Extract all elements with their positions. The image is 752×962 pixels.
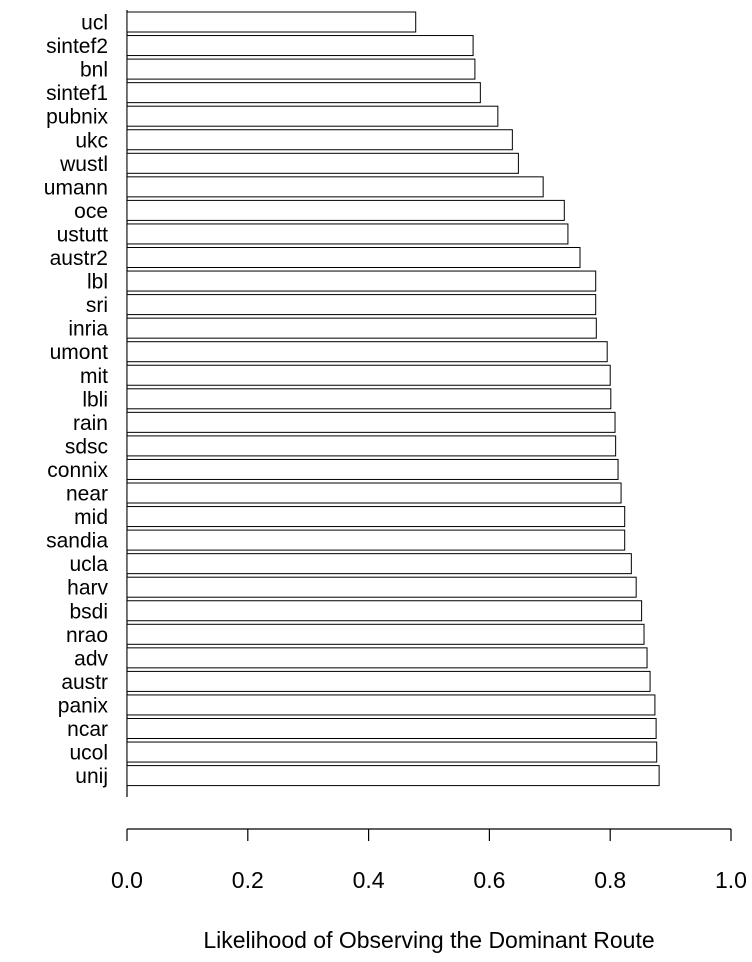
category-label: umann: [44, 176, 108, 199]
category-label: wustl: [59, 153, 108, 176]
bar: [127, 130, 512, 150]
category-label: ucol: [69, 742, 108, 765]
category-label: mid: [74, 506, 108, 529]
category-label: unij: [75, 765, 108, 788]
x-tick-label: 0.4: [353, 867, 385, 893]
bar: [127, 742, 657, 762]
category-label: inria: [68, 318, 108, 341]
bar: [127, 483, 621, 503]
category-label: umont: [50, 341, 109, 364]
category-label: ucla: [69, 553, 108, 576]
category-label: sdsc: [65, 435, 108, 458]
bar: [127, 365, 610, 385]
bar: [127, 459, 618, 479]
bar: [127, 83, 480, 103]
bar: [127, 766, 659, 786]
category-label: ncar: [67, 718, 108, 741]
x-tick-label: 0.8: [594, 867, 626, 893]
category-label: sandia: [46, 530, 108, 553]
x-ticks-group: 0.0 0.2 0.4 0.6 0.8 1.0: [111, 829, 747, 893]
bar: [127, 271, 596, 291]
x-tick-label: 1.0: [715, 867, 747, 893]
bar: [127, 177, 543, 197]
bar: [127, 577, 636, 597]
bar: [127, 624, 644, 644]
category-label: pubnix: [46, 106, 108, 129]
bar: [127, 318, 596, 338]
category-label: harv: [67, 577, 108, 600]
category-labels-group: uclsintef2bnlsintef1pubnixukcwustlumanno…: [44, 12, 109, 789]
bar: [127, 507, 625, 527]
category-label: connix: [47, 459, 108, 482]
bar: [127, 695, 655, 715]
bar: [127, 12, 416, 32]
x-axis-label: Likelihood of Observing the Dominant Rou…: [203, 927, 654, 953]
bar: [127, 200, 564, 220]
category-label: ukc: [75, 129, 108, 152]
bar: [127, 342, 607, 362]
category-label: austr: [61, 671, 108, 694]
bar: [127, 224, 568, 244]
bar: [127, 106, 498, 126]
bar: [127, 36, 473, 56]
bar: [127, 671, 650, 691]
bar: [127, 295, 596, 315]
category-label: sintef2: [46, 35, 108, 58]
x-tick-label: 0.0: [111, 867, 143, 893]
bar: [127, 59, 475, 79]
bar: [127, 412, 615, 432]
bar: [127, 248, 580, 268]
category-label: lbl: [87, 271, 108, 294]
category-label: ucl: [81, 12, 108, 35]
bar: [127, 153, 518, 173]
x-tick-label: 0.6: [473, 867, 505, 893]
bars-group: [127, 12, 659, 786]
category-label: oce: [74, 200, 108, 223]
category-label: near: [66, 483, 108, 506]
category-label: bsdi: [69, 600, 108, 623]
category-label: sri: [86, 294, 108, 317]
bar: [127, 719, 656, 739]
category-label: panix: [58, 694, 109, 717]
bar: [127, 601, 642, 621]
category-label: adv: [74, 647, 108, 670]
bar: [127, 389, 611, 409]
bar: [127, 554, 631, 574]
x-tick-label: 0.2: [232, 867, 264, 893]
bar: [127, 530, 625, 550]
category-label: lbli: [82, 388, 108, 411]
category-label: rain: [73, 412, 108, 435]
category-label: ustutt: [57, 223, 109, 246]
bar: [127, 648, 647, 668]
category-label: sintef1: [46, 82, 108, 105]
category-label: austr2: [50, 247, 108, 270]
category-label: bnl: [80, 59, 108, 82]
bar: [127, 436, 616, 456]
category-label: mit: [80, 365, 108, 388]
category-label: nrao: [66, 624, 108, 647]
